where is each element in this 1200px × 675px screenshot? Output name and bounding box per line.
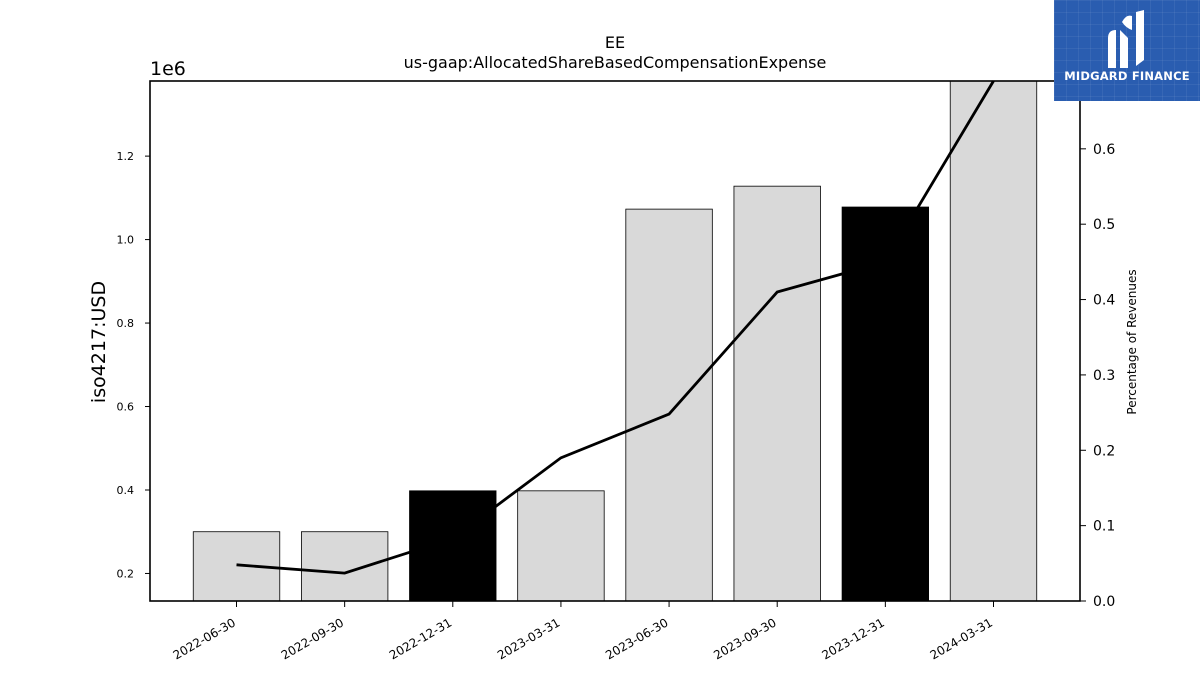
y-tick-label: 1.0 bbox=[117, 234, 135, 247]
bar bbox=[517, 490, 605, 602]
y-tick-label: 0.2 bbox=[117, 567, 135, 580]
y2-tick-label: 0.0 bbox=[1093, 594, 1115, 610]
y-tick-label: 0.4 bbox=[117, 484, 135, 497]
plot-frame bbox=[149, 80, 1081, 602]
x-tick-label: 2023-06-30 bbox=[603, 615, 670, 662]
bar bbox=[300, 531, 389, 602]
line-series bbox=[236, 80, 995, 575]
y-tick-label: 0.8 bbox=[117, 317, 135, 330]
bar bbox=[625, 208, 713, 602]
x-tick-label: 2023-12-31 bbox=[819, 615, 886, 662]
y2-tick-label: 0.2 bbox=[1093, 443, 1115, 459]
logo-text: MIDGARD FINANCE bbox=[1064, 69, 1190, 83]
x-tick-label: 2022-12-31 bbox=[387, 615, 454, 662]
y2-tick-label: 0.4 bbox=[1093, 293, 1115, 309]
logo-mark-icon bbox=[1108, 10, 1144, 68]
bar bbox=[733, 185, 821, 602]
x-tick-label: 2023-09-30 bbox=[711, 615, 778, 662]
y2-tick-label: 0.1 bbox=[1093, 519, 1115, 535]
y2-tick-label: 0.6 bbox=[1093, 142, 1115, 158]
y-tick-label: 1.2 bbox=[117, 150, 135, 163]
midgard-finance-logo: MIDGARD FINANCE bbox=[1054, 0, 1200, 101]
chart-title: EE bbox=[605, 33, 625, 52]
bar bbox=[409, 490, 497, 602]
y2-axis-label: Percentage of Revenues bbox=[1125, 269, 1139, 414]
x-tick-label: 2023-03-31 bbox=[495, 615, 562, 662]
x-tick-label: 2024-03-31 bbox=[928, 615, 995, 662]
y-axis-label: iso4217:USD bbox=[88, 281, 110, 403]
x-tick-label: 2022-09-30 bbox=[279, 615, 346, 662]
bar bbox=[949, 80, 1038, 602]
y-offset-label: 1e6 bbox=[150, 58, 186, 80]
y2-tick-label: 0.3 bbox=[1093, 368, 1115, 384]
percentage-line bbox=[236, 80, 995, 575]
chart-subtitle: us-gaap:AllocatedShareBasedCompensationE… bbox=[404, 53, 827, 72]
x-tick-label: 2022-06-30 bbox=[171, 615, 238, 662]
bar bbox=[841, 206, 930, 602]
bar-series bbox=[192, 80, 1038, 602]
y-tick-label: 0.6 bbox=[117, 401, 135, 414]
y2-tick-label: 0.5 bbox=[1093, 217, 1115, 233]
